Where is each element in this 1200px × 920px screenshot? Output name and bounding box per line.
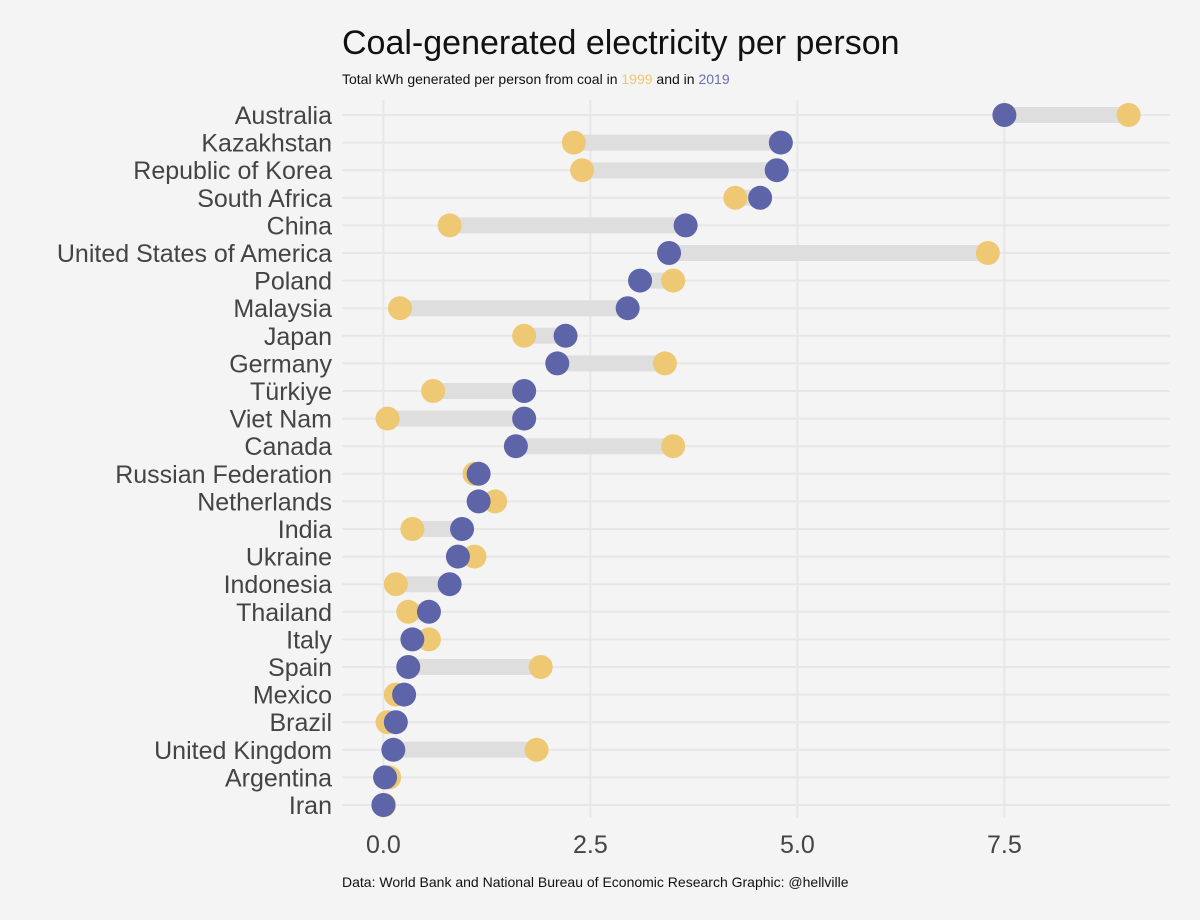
- point-2019-germany: [545, 351, 570, 376]
- point-1999-china: [437, 213, 462, 238]
- point-1999-viet-nam: [375, 406, 400, 431]
- point-1999-republic-of-korea: [570, 158, 595, 183]
- subtitle-middle: and in: [652, 71, 699, 87]
- point-2019-indonesia: [437, 572, 462, 597]
- point-1999-spain: [528, 655, 553, 679]
- point-2019-iran: [371, 793, 396, 817]
- category-label-ukraine: Ukraine: [246, 544, 332, 572]
- point-1999-japan: [512, 323, 537, 348]
- category-label-poland: Poland: [254, 268, 332, 296]
- category-label-mexico: Mexico: [253, 682, 332, 710]
- point-2019-argentina: [373, 765, 398, 790]
- point-1999-australia: [1116, 103, 1141, 127]
- point-2019-ukraine: [445, 544, 470, 569]
- point-2019-russian-federation: [466, 461, 491, 486]
- category-label-malaysia: Malaysia: [233, 295, 332, 323]
- category-label-russian-federation: Russian Federation: [115, 461, 332, 489]
- point-2019-japan: [553, 323, 578, 348]
- point-2019-republic-of-korea: [764, 158, 789, 183]
- category-label-germany: Germany: [229, 350, 332, 378]
- point-1999-ukraine: [462, 544, 487, 569]
- chart-subtitle: Total kWh generated per person from coal…: [342, 71, 730, 87]
- point-2019-canada: [503, 434, 528, 459]
- category-label-south-africa: South Africa: [197, 185, 332, 213]
- point-1999-india: [400, 517, 425, 541]
- category-label-japan: Japan: [264, 323, 332, 351]
- point-2019-brazil: [383, 710, 408, 735]
- point-2019-india: [450, 517, 475, 541]
- point-2019-spain: [396, 655, 421, 679]
- point-2019-mexico: [392, 682, 417, 707]
- point-2019-turkiye: [512, 379, 537, 403]
- point-2019-malaysia: [615, 296, 640, 321]
- point-2019-united-states-of-america: [657, 241, 682, 265]
- chart-caption: Data: World Bank and National Bureau of …: [342, 874, 849, 890]
- point-1999-united-states-of-america: [975, 241, 1000, 265]
- point-2019-australia: [992, 103, 1017, 127]
- point-1999-italy: [416, 627, 441, 652]
- category-label-spain: Spain: [268, 654, 332, 682]
- point-1999-indonesia: [383, 572, 408, 597]
- point-1999-canada: [661, 434, 686, 459]
- category-label-iran: Iran: [289, 792, 332, 820]
- category-label-italy: Italy: [286, 626, 332, 654]
- point-1999-poland: [661, 268, 686, 293]
- category-label-thailand: Thailand: [236, 599, 332, 627]
- point-2019-netherlands: [466, 489, 491, 514]
- category-label-canada: Canada: [244, 433, 332, 461]
- category-label-republic-of-korea: Republic of Korea: [133, 157, 332, 185]
- category-label-indonesia: Indonesia: [224, 571, 333, 599]
- x-tick-label: 2.5: [573, 831, 608, 859]
- point-2019-italy: [400, 627, 425, 652]
- category-label-india: India: [278, 516, 332, 544]
- x-tick-label: 0.0: [366, 831, 401, 859]
- category-label-kazakhstan: Kazakhstan: [201, 130, 332, 158]
- category-label-australia: Australia: [235, 102, 332, 130]
- label-layer: 0.0 2.5 5.0 7.5 AustraliaKazakhstanRepublic …: [57, 102, 1022, 859]
- point-1999-malaysia: [387, 296, 412, 321]
- point-1999-united-kingdom: [524, 737, 549, 762]
- point-2019-china: [673, 213, 698, 238]
- category-label-china: China: [267, 212, 332, 240]
- category-label-united-states-of-america: United States of America: [57, 240, 332, 268]
- category-label-brazil: Brazil: [269, 709, 332, 737]
- x-tick-label: 5.0: [780, 831, 815, 859]
- category-label-viet-nam: Viet Nam: [230, 406, 332, 434]
- point-1999-thailand: [396, 599, 421, 624]
- x-tick-label: 7.5: [987, 831, 1022, 859]
- point-1999-netherlands: [483, 489, 508, 514]
- subtitle-year-1999: 1999: [621, 71, 653, 87]
- subtitle-prefix: Total kWh generated per person from coal…: [342, 71, 622, 87]
- point-2019-kazakhstan: [768, 130, 793, 155]
- point-1999-kazakhstan: [561, 130, 586, 155]
- point-2019-poland: [628, 268, 653, 293]
- category-label-netherlands: Netherlands: [197, 488, 332, 516]
- point-2019-united-kingdom: [381, 737, 406, 762]
- category-label-turkiye: Türkiye: [250, 378, 332, 406]
- point-1999-turkiye: [421, 379, 446, 403]
- subtitle-year-2019: 2019: [698, 71, 730, 87]
- segment-layer: [383, 107, 1129, 813]
- point-1999-germany: [652, 351, 677, 376]
- chart-title: Coal-generated electricity per person: [342, 24, 900, 62]
- point-2019-viet-nam: [512, 406, 537, 431]
- point-layer: [371, 103, 1141, 817]
- point-2019-south-africa: [748, 185, 773, 210]
- category-label-united-kingdom: United Kingdom: [154, 737, 332, 765]
- point-2019-thailand: [416, 599, 441, 624]
- category-label-argentina: Argentina: [225, 764, 332, 792]
- point-1999-south-africa: [723, 185, 748, 210]
- grid-layer: [342, 100, 1170, 818]
